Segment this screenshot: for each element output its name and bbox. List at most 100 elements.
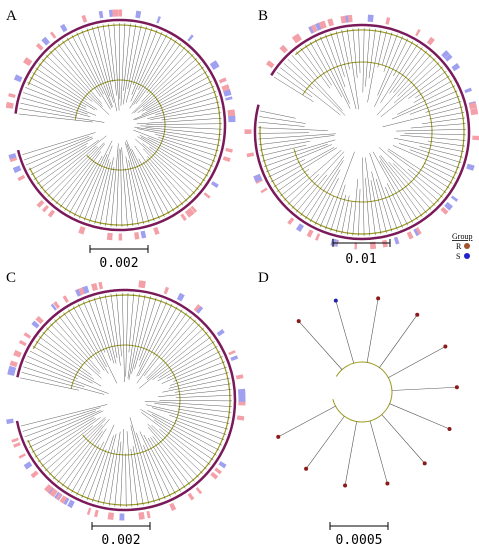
branch (305, 44, 332, 86)
branch (137, 136, 206, 182)
branch (130, 32, 163, 102)
branch (423, 162, 456, 179)
branch (369, 152, 398, 230)
branch (368, 28, 376, 79)
branch (32, 345, 102, 387)
branch (378, 147, 440, 202)
branch (94, 162, 111, 224)
branch (377, 30, 387, 68)
ring-segment (50, 303, 57, 311)
ring-segment (17, 174, 26, 182)
ring-segment (9, 360, 18, 368)
branch (404, 132, 466, 136)
branch (258, 127, 328, 131)
branch (120, 23, 126, 106)
branch (393, 62, 440, 104)
branch (159, 400, 232, 402)
legend-dot (464, 243, 470, 249)
ring-segment (184, 208, 194, 218)
ring-segment (221, 84, 230, 91)
branch (391, 386, 457, 391)
branch (314, 178, 339, 225)
ring-segment (163, 286, 170, 295)
branch (140, 137, 209, 177)
leaf-node (304, 466, 309, 471)
branch (88, 299, 111, 361)
branch (127, 25, 142, 90)
branch (131, 54, 194, 114)
branch (388, 346, 446, 378)
branch (150, 437, 186, 489)
branch (58, 315, 93, 359)
branch (126, 143, 155, 222)
branch (76, 32, 113, 109)
ring-segment (187, 34, 194, 42)
branch (21, 372, 105, 395)
branch (51, 142, 104, 201)
ring-segment (35, 42, 44, 51)
branch (42, 331, 84, 366)
ring-segment (196, 306, 204, 314)
branch (81, 424, 115, 498)
ring-segment (320, 20, 327, 29)
branch (398, 143, 462, 163)
branch (41, 59, 93, 102)
branch (151, 425, 203, 474)
branch (23, 92, 88, 115)
branch (30, 142, 88, 176)
ring-segment (187, 492, 195, 501)
branch (408, 70, 447, 99)
branch (295, 51, 319, 79)
ring-segment (67, 499, 75, 509)
clade-arc (293, 61, 433, 203)
leaf-node (296, 319, 301, 324)
panel-label: A (6, 8, 17, 24)
branch (52, 424, 103, 480)
branch (136, 312, 188, 384)
branch (135, 43, 182, 104)
branch (20, 102, 77, 116)
branch (142, 71, 207, 112)
branch (344, 421, 357, 486)
ring-segment (464, 87, 473, 94)
branch (19, 108, 105, 123)
ring-segment (82, 285, 90, 294)
branch (146, 46, 186, 94)
branch (330, 184, 346, 232)
branch (365, 28, 371, 87)
branch (21, 97, 91, 117)
ring-segment (468, 102, 477, 110)
branch (319, 36, 350, 104)
branch (47, 146, 99, 197)
branch (157, 346, 218, 382)
branch (386, 183, 408, 226)
branch (143, 434, 176, 495)
branch (366, 298, 379, 363)
ring-segment (98, 281, 103, 290)
branch (131, 148, 165, 217)
branch (304, 160, 344, 220)
branch (173, 361, 225, 382)
branch (31, 417, 95, 453)
branch (73, 140, 113, 217)
branch (259, 141, 311, 151)
branch (139, 299, 162, 361)
branch (133, 86, 215, 120)
branch (309, 41, 343, 98)
branch (375, 178, 393, 232)
branch (362, 28, 365, 93)
ring-segment (180, 213, 187, 222)
branch (134, 91, 217, 121)
branch (43, 145, 97, 193)
branch (270, 147, 335, 183)
branch (330, 32, 345, 77)
branch (258, 121, 305, 127)
branch (142, 161, 175, 212)
branch (169, 414, 227, 435)
branch (407, 168, 443, 198)
branch (135, 138, 196, 195)
branch (389, 403, 450, 430)
branch (352, 28, 358, 78)
branch (64, 161, 97, 211)
branch (86, 449, 107, 501)
